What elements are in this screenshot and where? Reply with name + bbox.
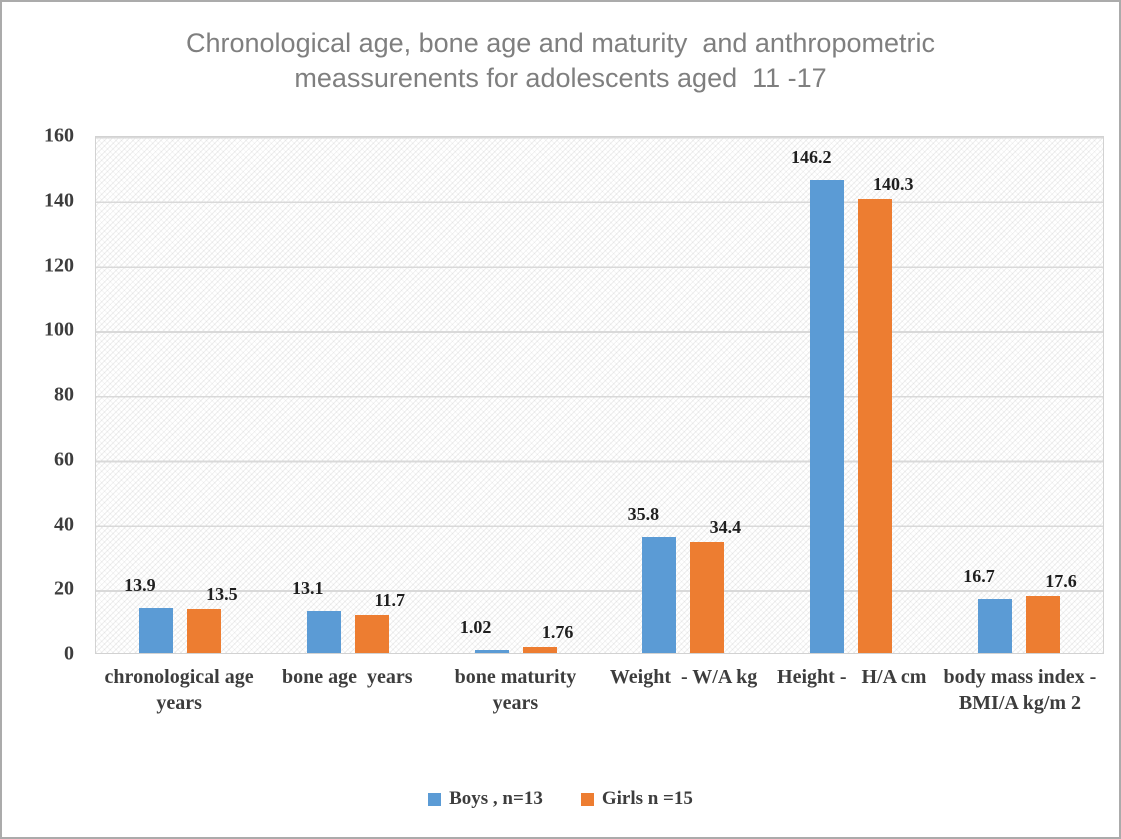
bar	[186, 609, 221, 653]
bar	[810, 179, 845, 653]
bar-group: 1.02 1.76	[432, 137, 600, 653]
y-tick-label: 0	[64, 642, 74, 665]
y-tick-label: 160	[44, 124, 74, 147]
bar-wrap: 146.2	[791, 147, 845, 653]
bar-groups: 13.9 13.5 13.1 11.7 1.02 1.76 35.8 34.4 146.2 140…	[96, 137, 1103, 653]
bar	[138, 608, 173, 653]
x-category-label: body mass index - BMI/A kg/m 2	[943, 666, 1097, 714]
bar-wrap: 1.02	[460, 617, 509, 653]
x-category-label: Height - H/A cm	[777, 666, 927, 688]
bar-value-label: 146.2	[790, 146, 832, 167]
x-category-label: chronological age years	[104, 666, 254, 714]
bar-group: 35.8 34.4	[599, 137, 767, 653]
bar	[474, 649, 509, 653]
bar-wrap: 13.1	[292, 578, 341, 653]
bar-wrap: 140.3	[858, 174, 913, 653]
y-tick-label: 40	[54, 513, 74, 535]
bar-value-label: 140.3	[872, 173, 914, 194]
bar-wrap: 1.76	[522, 622, 573, 653]
bar-wrap: 34.4	[690, 517, 741, 653]
bar	[354, 615, 389, 653]
bar-group: 13.9 13.5	[96, 137, 264, 653]
y-tick-label: 20	[54, 577, 74, 600]
x-category-label: bone maturity years	[454, 666, 577, 714]
legend-label-girls: Girls n =15	[601, 788, 693, 809]
bar-value-label: 1.02	[459, 616, 492, 637]
bar	[690, 541, 725, 653]
bar-value-label: 35.8	[627, 504, 660, 525]
bar-group: 16.7 17.6	[935, 137, 1103, 653]
bar-value-label: 13.9	[124, 575, 156, 595]
y-tick-label: 120	[44, 254, 74, 276]
bar	[1026, 596, 1061, 653]
legend-item-girls: Girls n =15	[580, 788, 693, 810]
legend: Boys , n=13 Girls n =15	[2, 788, 1119, 810]
bar-value-label: 34.4	[709, 516, 742, 537]
bar-value-label: 16.7	[963, 565, 995, 586]
y-axis: 0 20 40 60 80 100 120 140 160	[2, 125, 86, 665]
chart-title: Chronological age, bone age and maturity…	[186, 28, 935, 93]
x-category-label: Weight - W/A kg	[609, 666, 758, 688]
bar-value-label: 17.6	[1045, 571, 1077, 591]
plot-area: 13.9 13.5 13.1 11.7 1.02 1.76 35.8 34.4 146.2 140…	[95, 136, 1104, 654]
bar	[306, 610, 341, 653]
y-tick-label: 80	[54, 383, 74, 406]
legend-swatch-girls-icon	[580, 792, 594, 806]
x-axis: chronological age years bone age years bon…	[95, 664, 1104, 716]
bar-value-label: 1.76	[541, 622, 574, 643]
bar-group: 146.2 140.3	[767, 137, 935, 653]
bar-value-label: 11.7	[374, 590, 405, 611]
bar	[858, 198, 893, 653]
bar-wrap: 17.6	[1026, 571, 1077, 653]
bar-value-label: 13.1	[291, 577, 324, 598]
bar	[978, 598, 1013, 653]
bar-wrap: 13.5	[186, 584, 238, 653]
bar-wrap: 11.7	[354, 590, 405, 653]
bar-wrap: 16.7	[963, 566, 1013, 653]
y-tick-label: 60	[54, 448, 74, 471]
y-tick-label: 140	[44, 189, 74, 212]
bar-group: 13.1 11.7	[264, 137, 432, 653]
legend-label-boys: Boys , n=13	[449, 788, 543, 809]
bar-wrap: 13.9	[124, 575, 173, 653]
bar-value-label: 13.5	[206, 584, 238, 605]
y-tick-label: 100	[44, 318, 74, 341]
bar	[522, 647, 557, 653]
x-category-label: bone age years	[281, 666, 413, 688]
legend-swatch-boys-icon	[428, 792, 442, 806]
bar-wrap: 35.8	[628, 504, 677, 653]
bar	[642, 537, 677, 653]
legend-item-boys: Boys , n=13	[428, 788, 543, 810]
